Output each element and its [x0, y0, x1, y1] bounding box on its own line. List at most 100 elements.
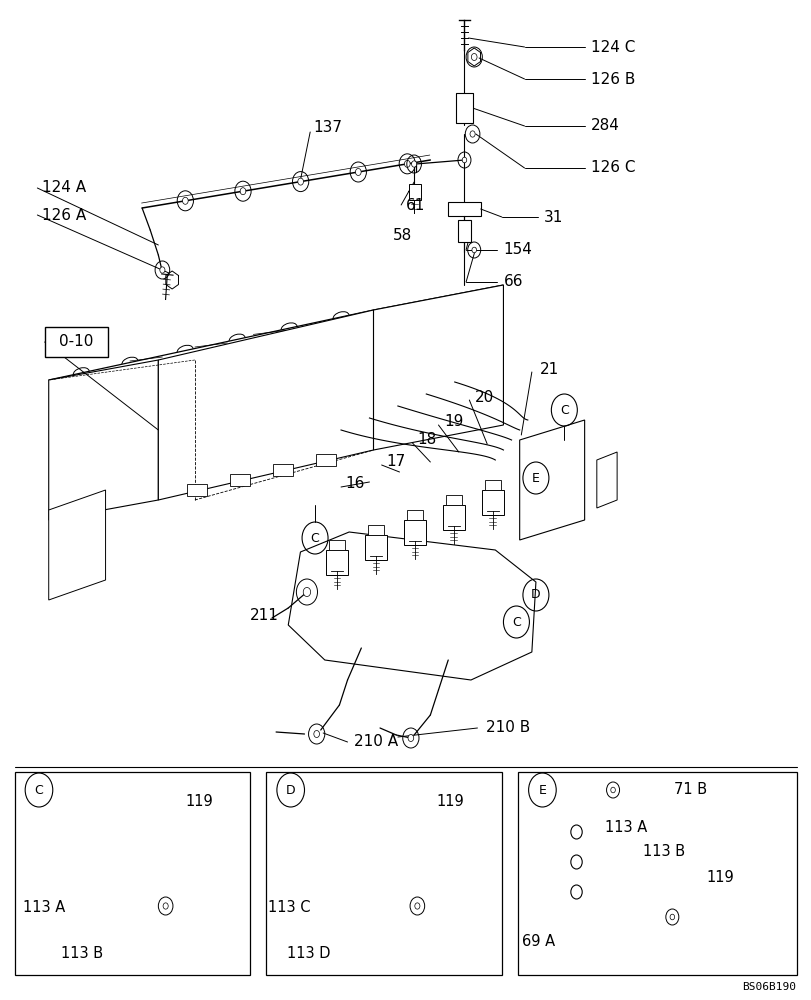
Polygon shape — [77, 834, 107, 904]
Text: 113 C: 113 C — [268, 900, 310, 916]
Polygon shape — [364, 535, 387, 560]
Circle shape — [461, 157, 466, 163]
Polygon shape — [403, 520, 426, 545]
Polygon shape — [600, 837, 629, 882]
Circle shape — [240, 188, 246, 195]
Bar — [457, 220, 470, 242]
Circle shape — [404, 160, 410, 167]
Text: 113 B: 113 B — [61, 946, 103, 962]
Polygon shape — [367, 525, 384, 535]
Circle shape — [313, 730, 320, 738]
Text: C: C — [311, 532, 319, 544]
Text: 16: 16 — [345, 477, 364, 491]
Text: 66: 66 — [503, 274, 522, 290]
Text: 58: 58 — [393, 229, 412, 243]
Circle shape — [470, 53, 476, 60]
Polygon shape — [519, 420, 584, 540]
Text: E: E — [531, 472, 539, 485]
Polygon shape — [288, 532, 535, 680]
Circle shape — [471, 247, 476, 253]
Text: 210 B: 210 B — [485, 720, 529, 736]
Text: D: D — [530, 588, 540, 601]
Bar — [230, 474, 250, 486]
Text: 21: 21 — [539, 361, 559, 376]
Circle shape — [303, 587, 311, 597]
Text: 119: 119 — [706, 870, 733, 886]
Text: 126 C: 126 C — [590, 160, 635, 176]
Text: 18: 18 — [417, 432, 436, 448]
Polygon shape — [373, 285, 503, 450]
Circle shape — [414, 903, 419, 909]
Polygon shape — [406, 510, 423, 520]
Text: E: E — [538, 784, 546, 796]
Circle shape — [355, 168, 361, 176]
Polygon shape — [328, 834, 358, 904]
Text: 284: 284 — [590, 118, 620, 133]
Circle shape — [182, 197, 188, 204]
Text: C: C — [35, 784, 43, 796]
Polygon shape — [361, 840, 383, 897]
Polygon shape — [481, 490, 504, 515]
Bar — [45, 327, 108, 357]
Text: 19: 19 — [444, 414, 463, 430]
Text: 31: 31 — [543, 210, 563, 225]
Polygon shape — [325, 550, 348, 575]
Text: BS06B190: BS06B190 — [740, 982, 795, 992]
Text: 124 C: 124 C — [590, 39, 635, 54]
Text: 119: 119 — [436, 794, 464, 810]
Text: 113 A: 113 A — [23, 900, 65, 916]
Ellipse shape — [177, 345, 193, 356]
Polygon shape — [49, 490, 105, 600]
Ellipse shape — [345, 378, 357, 392]
Text: C: C — [512, 615, 520, 629]
Ellipse shape — [303, 388, 314, 402]
Circle shape — [411, 161, 416, 167]
Polygon shape — [158, 310, 373, 500]
Circle shape — [610, 787, 615, 793]
Circle shape — [163, 903, 168, 909]
Text: 154: 154 — [503, 242, 532, 257]
Bar — [266, 772, 501, 975]
Polygon shape — [484, 480, 500, 490]
Text: 210 A: 210 A — [354, 734, 397, 750]
Ellipse shape — [174, 418, 185, 432]
Text: 124 A: 124 A — [42, 180, 86, 196]
Bar — [273, 464, 293, 476]
Text: 17: 17 — [386, 454, 406, 470]
Text: 137: 137 — [313, 120, 342, 135]
Polygon shape — [328, 540, 345, 550]
Text: 113 B: 113 B — [642, 844, 684, 859]
Polygon shape — [109, 840, 131, 897]
Ellipse shape — [260, 398, 272, 412]
Text: 71 B: 71 B — [673, 782, 706, 798]
Text: 0-10: 0-10 — [59, 334, 93, 350]
Circle shape — [669, 914, 674, 920]
Ellipse shape — [229, 334, 245, 345]
Text: 61: 61 — [406, 198, 425, 213]
Bar — [456, 93, 472, 123]
Ellipse shape — [122, 357, 138, 368]
Text: 126 B: 126 B — [590, 72, 635, 87]
Text: 126 A: 126 A — [42, 208, 86, 223]
Ellipse shape — [333, 312, 349, 322]
Circle shape — [160, 267, 165, 273]
Bar — [409, 184, 420, 200]
Circle shape — [298, 178, 303, 185]
Ellipse shape — [217, 408, 229, 422]
Circle shape — [470, 131, 474, 137]
Bar — [517, 772, 796, 975]
Circle shape — [407, 734, 413, 742]
Polygon shape — [49, 285, 503, 380]
Text: 113 D: 113 D — [286, 946, 330, 962]
Text: 211: 211 — [250, 608, 279, 624]
Polygon shape — [445, 495, 461, 505]
Text: D: D — [285, 784, 295, 796]
Text: C: C — [560, 403, 568, 416]
Ellipse shape — [73, 368, 89, 378]
Bar — [15, 772, 250, 975]
Text: 119: 119 — [185, 794, 212, 810]
Polygon shape — [49, 360, 158, 520]
Text: 20: 20 — [474, 389, 494, 404]
Polygon shape — [596, 452, 616, 508]
Polygon shape — [448, 202, 480, 216]
